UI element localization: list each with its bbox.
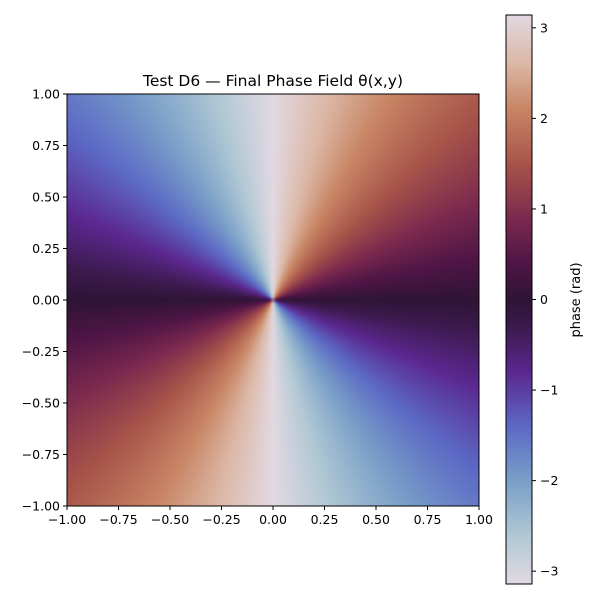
y-tick-label: 0.25	[32, 241, 60, 256]
y-tick-label: 0.00	[32, 293, 60, 308]
y-tick-label: −0.25	[22, 344, 60, 359]
y-axis: −1.00 −0.75 −0.50 −0.25 0.00 0.25 0.50 0.75 1.00	[22, 87, 67, 514]
y-tick-label: 1.00	[32, 87, 60, 102]
colorbar-tick-label: 3	[540, 20, 548, 35]
y-tick-label: −1.00	[22, 499, 60, 514]
colorbar-gradient	[506, 15, 532, 584]
plot-area	[66, 93, 480, 507]
x-tick-label: 0.25	[311, 512, 339, 527]
y-tick-label: 0.50	[32, 190, 60, 205]
colorbar-ticks: −3 −2 −1 0 1 2 3	[532, 20, 558, 579]
y-tick-label: −0.75	[22, 447, 60, 462]
y-tick-label: −0.50	[22, 396, 60, 411]
colorbar-tick-label: −3	[540, 564, 558, 579]
x-tick-label: 0.50	[362, 512, 390, 527]
colorbar-tick-label: 0	[540, 292, 548, 307]
y-tick-label: 0.75	[32, 138, 60, 153]
colorbar-tick-label: −2	[540, 473, 558, 488]
x-tick-label: −0.75	[99, 512, 137, 527]
colorbar-tick-label: 2	[540, 111, 548, 126]
chart-title: Test D6 — Final Phase Field θ(x,y)	[142, 72, 403, 90]
x-tick-label: 0.00	[259, 512, 287, 527]
x-tick-label: −1.00	[48, 512, 86, 527]
x-tick-label: 0.75	[414, 512, 442, 527]
x-tick-label: −0.25	[202, 512, 240, 527]
colorbar: −3 −2 −1 0 1 2 3 phase (rad)	[505, 14, 584, 585]
colorbar-tick-label: −1	[540, 383, 558, 398]
phase-heatmap	[67, 94, 479, 506]
colorbar-tick-label: 1	[540, 201, 548, 216]
x-tick-label: 1.00	[465, 512, 493, 527]
colorbar-label: phase (rad)	[569, 262, 584, 337]
x-tick-label: −0.50	[151, 512, 189, 527]
x-axis: −1.00 −0.75 −0.50 −0.25 0.00 0.25 0.50 0.75 1.00	[48, 506, 493, 527]
